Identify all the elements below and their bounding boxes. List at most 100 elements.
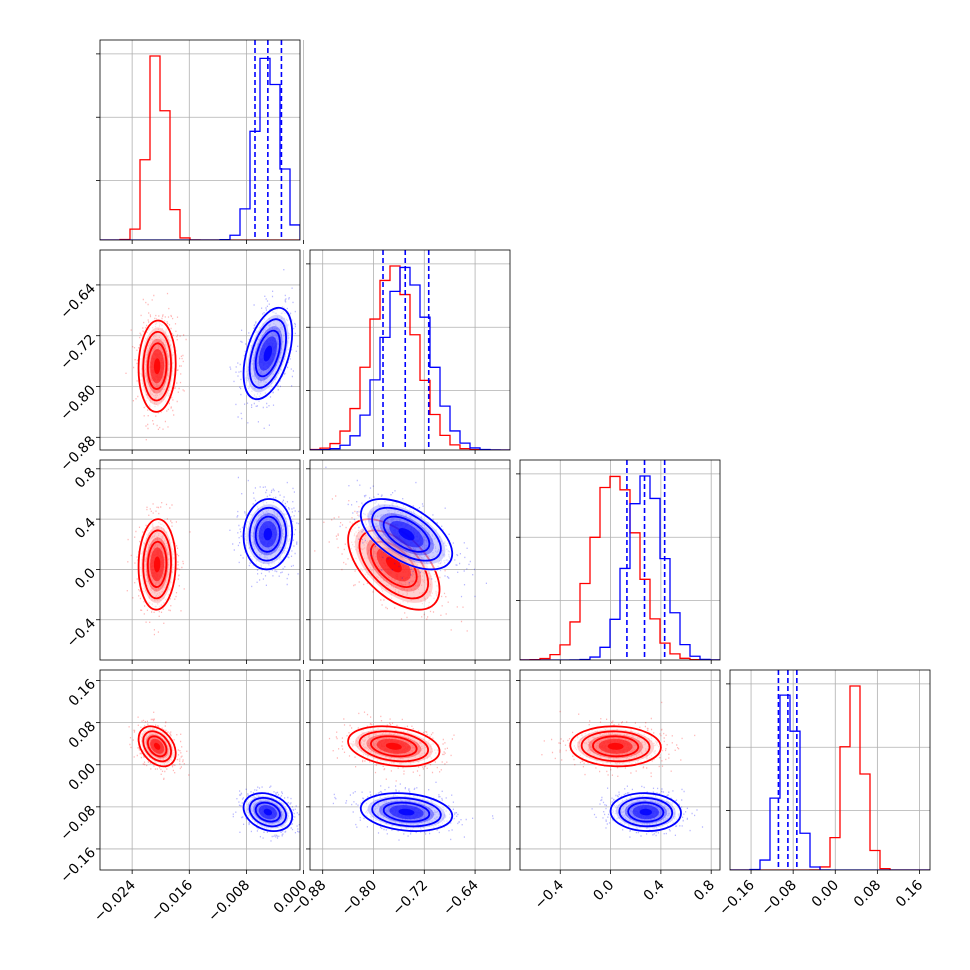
contour-blue	[618, 796, 674, 828]
density-blue	[242, 497, 294, 572]
panel-2d	[126, 476, 300, 636]
x-tick-label: 0.0	[590, 877, 617, 904]
panel-frame	[729, 669, 931, 871]
y-tick-label: −0.88	[57, 433, 99, 475]
y-tick-label: 0.4	[72, 515, 99, 542]
panel-frame	[309, 669, 511, 871]
density-fill	[263, 808, 273, 816]
contour-red	[142, 529, 172, 600]
density-blue	[242, 792, 294, 833]
panel-frame	[309, 459, 511, 661]
panel-grid: −0.4 0.0 0.4 0.8	[516, 670, 720, 913]
density-fill	[398, 528, 415, 541]
panel-grid: −0.16 −0.08 0.00 0.08 0.16	[716, 670, 930, 919]
contour-red	[146, 735, 168, 758]
contour-red	[142, 730, 172, 763]
contour-blue	[359, 498, 454, 571]
contour-red	[137, 725, 177, 768]
x-tick-label: −0.08	[758, 877, 800, 919]
contour-blue	[254, 515, 281, 553]
density-fill	[153, 358, 161, 375]
panel-2d	[328, 711, 494, 841]
contour-red	[137, 518, 177, 611]
y-tick-label: −0.72	[57, 331, 99, 373]
density-fill	[607, 742, 624, 750]
y-tick-label: −0.16	[57, 845, 99, 887]
y-tick-label: −0.64	[57, 281, 99, 323]
density-fill	[385, 742, 402, 750]
histogram-red	[520, 475, 720, 660]
panel-2d	[125, 269, 300, 441]
x-tick-label: 0.00	[809, 877, 842, 910]
x-tick-label: 0.4	[641, 877, 668, 904]
contour-red	[142, 331, 172, 402]
density-red	[137, 516, 177, 612]
contour-blue	[359, 792, 454, 832]
x-tick-label: −0.64	[440, 877, 482, 919]
contour-blue	[382, 515, 431, 553]
density-fill	[153, 556, 161, 573]
panel-grid	[306, 250, 510, 454]
contour-blue	[248, 506, 287, 562]
contour-blue	[371, 506, 442, 562]
panel-2d	[541, 701, 704, 838]
contour-blue	[627, 801, 665, 823]
x-tick-label: 0.16	[893, 877, 926, 910]
contour-red	[358, 730, 429, 763]
x-tick-label: 0.8	[691, 877, 718, 904]
density-fill	[398, 808, 415, 816]
contour-blue	[248, 796, 287, 828]
panel-2d	[128, 711, 300, 842]
density-blue	[242, 305, 294, 402]
density-fill	[153, 742, 161, 750]
panel-frame	[99, 669, 301, 871]
y-tick-label: 0.0	[72, 565, 99, 592]
contour-blue	[242, 792, 294, 832]
histogram-blue	[310, 266, 510, 450]
contour-blue	[242, 498, 294, 571]
density-fill	[263, 528, 273, 541]
panel-2d	[314, 466, 487, 632]
density-fill	[385, 556, 402, 573]
x-tick-label: −0.4	[532, 877, 567, 912]
density-red	[568, 725, 664, 768]
panel-frame	[519, 459, 721, 661]
x-tick-label: −0.016	[148, 877, 196, 925]
x-tick-label: −0.80	[339, 877, 381, 919]
y-tick-label: −0.4	[64, 615, 99, 650]
histogram-blue	[730, 694, 930, 870]
y-tick-label: 0.16	[66, 676, 99, 709]
density-red	[345, 725, 442, 768]
contour-red	[137, 319, 177, 413]
x-tick-label: −0.008	[205, 877, 253, 925]
contour-blue	[242, 306, 294, 401]
histogram-blue	[100, 57, 300, 240]
x-tick-label: 0.08	[851, 877, 884, 910]
x-tick-label: −0.024	[91, 877, 139, 925]
y-tick-label: 0.08	[66, 718, 99, 751]
contour-blue	[382, 801, 431, 823]
y-tick-label: −0.80	[57, 382, 99, 424]
density-blue	[608, 792, 683, 833]
contour-red	[370, 735, 418, 758]
density-blue	[358, 792, 455, 833]
panel-frame	[99, 459, 301, 661]
panel-grid	[96, 40, 304, 244]
y-tick-label: −0.08	[57, 803, 99, 845]
contour-red	[592, 735, 640, 758]
x-tick-label: −0.72	[389, 877, 431, 919]
contour-blue	[609, 792, 682, 832]
contour-blue	[248, 318, 287, 389]
contour-blue	[254, 801, 281, 823]
density-blue	[358, 497, 455, 572]
y-tick-label: 0.8	[72, 465, 99, 492]
contour-red	[580, 730, 651, 763]
histogram-blue	[520, 475, 720, 660]
histogram-red	[310, 265, 510, 450]
x-tick-label: −0.16	[716, 877, 758, 919]
contour-red	[146, 342, 168, 390]
contour-red	[146, 540, 168, 588]
contour-red	[569, 725, 662, 768]
contour-blue	[371, 796, 442, 828]
